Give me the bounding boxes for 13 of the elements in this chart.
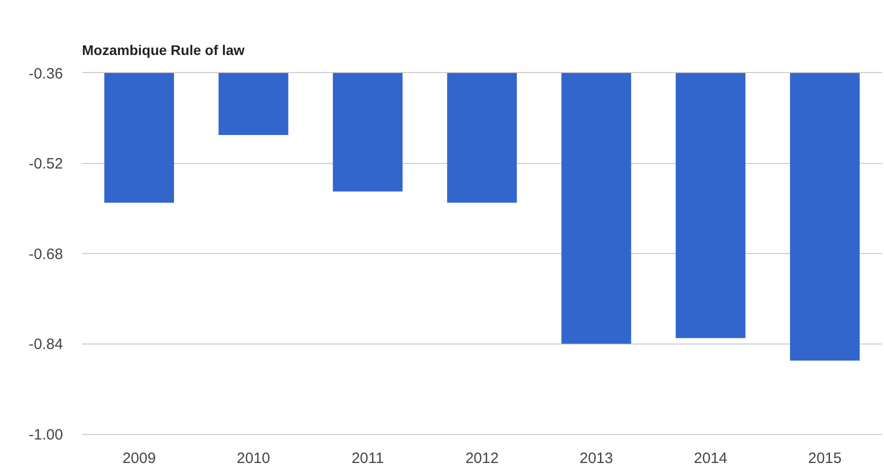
x-tick-label: 2014 bbox=[694, 450, 728, 467]
x-tick-label: 2012 bbox=[465, 450, 499, 467]
chart-title: Mozambique Rule of law bbox=[82, 42, 245, 58]
y-tick-label: -0.36 bbox=[28, 65, 63, 82]
x-tick-label: 2013 bbox=[580, 450, 613, 467]
y-tick-label: -0.84 bbox=[28, 336, 63, 353]
x-tick-label: 2015 bbox=[808, 450, 842, 467]
x-tick-label: 2010 bbox=[236, 450, 270, 467]
y-tick-label: -0.52 bbox=[28, 156, 63, 172]
y-tick-label: -0.68 bbox=[28, 246, 63, 263]
y-tick-label: -1.00 bbox=[28, 426, 63, 444]
x-tick-label: 2009 bbox=[122, 450, 156, 467]
x-tick-label: 2011 bbox=[352, 450, 384, 467]
